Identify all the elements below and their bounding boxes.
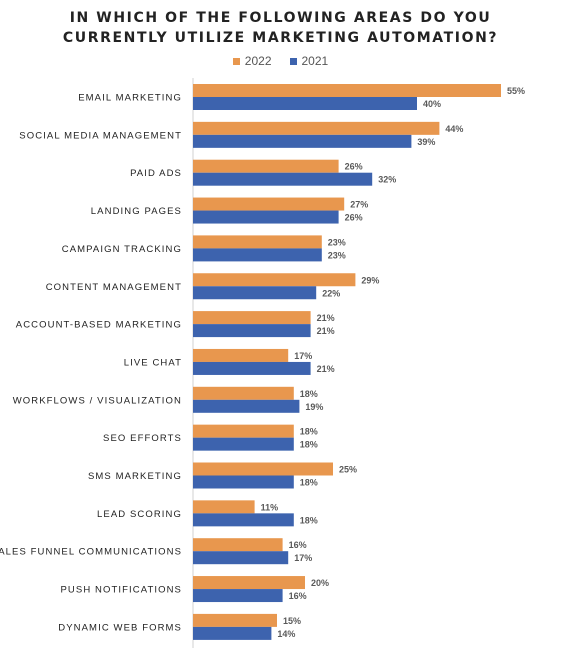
bar-2022-workflows-visualization xyxy=(193,386,294,400)
value-label-2022-seo-efforts: 18% xyxy=(300,427,318,437)
category-label-account-based-marketing: ACCOUNT-BASED MARKETING xyxy=(16,320,182,331)
value-label-2022-sales-funnel-communications: 16% xyxy=(289,540,307,550)
bar-2022-paid-ads xyxy=(193,159,339,173)
legend-swatch-2022 xyxy=(232,57,240,65)
value-label-2021-sms-marketing: 18% xyxy=(300,478,318,488)
value-label-2021-content-management: 22% xyxy=(322,288,340,298)
category-label-workflows-visualization: WORKFLOWS / VISUALIZATION xyxy=(13,395,182,406)
category-label-lead-scoring: LEAD SCORING xyxy=(97,509,182,520)
bar-2022-social-media-management xyxy=(193,121,440,135)
category-label-push-notifications: PUSH NOTIFICATIONS xyxy=(61,585,183,596)
value-label-2022-account-based-marketing: 21% xyxy=(317,313,335,323)
value-label-2021-workflows-visualization: 19% xyxy=(305,402,323,412)
bar-2022-campaign-tracking xyxy=(193,235,322,249)
category-label-sms-marketing: SMS MARKETING xyxy=(88,471,182,482)
value-label-2021-lead-scoring: 18% xyxy=(300,515,318,525)
value-label-2021-campaign-tracking: 23% xyxy=(328,250,346,260)
value-label-2022-sms-marketing: 25% xyxy=(339,465,357,475)
bar-2021-sms-marketing xyxy=(193,475,294,489)
legend-swatch-2021 xyxy=(289,57,297,65)
value-label-2022-social-media-management: 44% xyxy=(445,124,463,134)
bar-2021-sales-funnel-communications xyxy=(193,551,289,565)
category-label-landing-pages: LANDING PAGES xyxy=(91,206,182,217)
value-label-2022-content-management: 29% xyxy=(361,275,379,285)
value-label-2021-seo-efforts: 18% xyxy=(300,440,318,450)
bar-2021-content-management xyxy=(193,286,317,300)
value-label-2022-campaign-tracking: 23% xyxy=(328,237,346,247)
bar-2021-workflows-visualization xyxy=(193,399,300,413)
legend-item-2021: 2021 xyxy=(289,54,329,68)
value-label-2022-email-marketing: 55% xyxy=(507,86,525,96)
value-label-2021-live-chat: 21% xyxy=(317,364,335,374)
bar-2021-account-based-marketing xyxy=(193,324,311,338)
value-label-2022-push-notifications: 20% xyxy=(311,578,329,588)
category-label-social-media-management: SOCIAL MEDIA MANAGEMENT xyxy=(19,130,182,141)
category-label-live-chat: LIVE CHAT xyxy=(124,357,182,368)
chart-title-line-1: IN WHICH OF THE FOLLOWING AREAS DO YOU xyxy=(69,10,492,26)
value-label-2021-push-notifications: 16% xyxy=(289,591,307,601)
category-label-campaign-tracking: CAMPAIGN TRACKING xyxy=(62,244,182,255)
legend-item-2022: 2022 xyxy=(232,54,272,68)
bar-2022-account-based-marketing xyxy=(193,311,311,325)
value-label-2022-landing-pages: 27% xyxy=(350,200,368,210)
category-label-dynamic-web-forms: DYNAMIC WEB FORMS xyxy=(58,622,182,633)
value-label-2022-paid-ads: 26% xyxy=(345,162,363,172)
legend-label-2021: 2021 xyxy=(301,54,329,68)
category-label-content-management: CONTENT MANAGEMENT xyxy=(46,282,182,293)
bar-2022-dynamic-web-forms xyxy=(193,613,277,627)
value-label-2022-live-chat: 17% xyxy=(294,351,312,361)
value-label-2022-workflows-visualization: 18% xyxy=(300,389,318,399)
bar-2022-sales-funnel-communications xyxy=(193,538,283,552)
bar-2022-landing-pages xyxy=(193,197,345,211)
bar-2021-email-marketing xyxy=(193,97,417,110)
bar-2021-paid-ads xyxy=(193,172,373,186)
chart-title-line-2: CURRENTLY UTILIZE MARKETING AUTOMATION? xyxy=(62,30,499,46)
bar-2021-push-notifications xyxy=(193,589,283,603)
bar-2021-seo-efforts xyxy=(193,437,294,451)
bar-2021-live-chat xyxy=(193,361,311,375)
value-label-2022-lead-scoring: 11% xyxy=(261,502,279,512)
bar-2022-seo-efforts xyxy=(193,424,294,438)
bar-2022-sms-marketing xyxy=(193,462,333,476)
bar-2021-landing-pages xyxy=(193,210,339,224)
bar-2022-push-notifications xyxy=(193,576,305,590)
bar-2022-email-marketing xyxy=(193,84,501,97)
value-label-2021-dynamic-web-forms: 14% xyxy=(277,629,295,639)
value-label-2021-email-marketing: 40% xyxy=(423,99,441,109)
value-label-2021-sales-funnel-communications: 17% xyxy=(294,553,312,563)
value-label-2022-dynamic-web-forms: 15% xyxy=(283,616,301,626)
bar-2022-content-management xyxy=(193,273,356,287)
bar-2022-live-chat xyxy=(193,348,289,362)
value-label-2021-social-media-management: 39% xyxy=(417,137,435,147)
category-label-seo-efforts: SEO EFFORTS xyxy=(103,433,182,444)
bar-2021-lead-scoring xyxy=(193,513,294,527)
value-label-2021-account-based-marketing: 21% xyxy=(317,326,335,336)
category-label-paid-ads: PAID ADS xyxy=(130,168,182,179)
bar-2022-lead-scoring xyxy=(193,500,255,514)
legend: 2022 2021 xyxy=(0,54,561,68)
bar-2021-social-media-management xyxy=(193,134,412,148)
category-label-email-marketing: EMAIL MARKETING xyxy=(78,93,182,104)
legend-label-2022: 2022 xyxy=(244,54,272,68)
bar-2021-campaign-tracking xyxy=(193,248,322,262)
value-label-2021-paid-ads: 32% xyxy=(378,175,396,185)
value-label-2021-landing-pages: 26% xyxy=(345,213,363,223)
category-label-sales-funnel-communications: SALES FUNNEL COMMUNICATIONS xyxy=(0,547,182,558)
bar-2021-dynamic-web-forms xyxy=(193,626,272,640)
